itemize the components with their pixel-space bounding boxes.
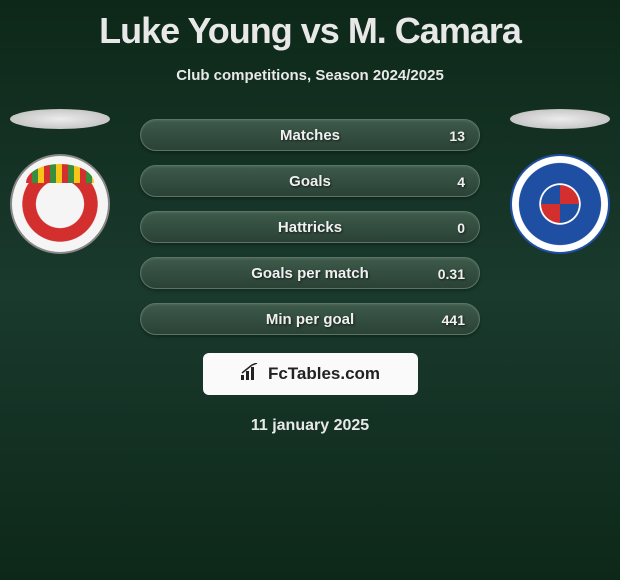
- stat-row-goals-per-match: Goals per match 0.31: [140, 257, 480, 289]
- player-left-silhouette: [10, 109, 110, 129]
- attribution-badge: FcTables.com: [203, 353, 418, 395]
- player-left-slot: [10, 109, 110, 254]
- chart-icon: [240, 363, 262, 386]
- stat-value-right: 0: [457, 212, 465, 244]
- stats-container: Matches 13 Goals 4 Hattricks 0 Goals per…: [140, 119, 480, 335]
- stat-label: Matches: [141, 120, 479, 152]
- stat-label: Min per goal: [141, 304, 479, 336]
- club-badge-left: [10, 154, 110, 254]
- stat-row-goals: Goals 4: [140, 165, 480, 197]
- stat-value-right: 13: [449, 120, 465, 152]
- stat-row-min-per-goal: Min per goal 441: [140, 303, 480, 335]
- stat-label: Goals: [141, 166, 479, 198]
- stat-row-hattricks: Hattricks 0: [140, 211, 480, 243]
- player-right-silhouette: [510, 109, 610, 129]
- club-badge-right: [510, 154, 610, 254]
- stat-value-right: 4: [457, 166, 465, 198]
- comparison-panel: Matches 13 Goals 4 Hattricks 0 Goals per…: [0, 119, 620, 435]
- attribution-text: FcTables.com: [268, 364, 380, 384]
- stat-label: Hattricks: [141, 212, 479, 244]
- player-right-slot: [510, 109, 610, 254]
- stat-row-matches: Matches 13: [140, 119, 480, 151]
- stat-value-right: 441: [442, 304, 465, 336]
- subtitle: Club competitions, Season 2024/2025: [0, 67, 620, 84]
- stat-value-right: 0.31: [438, 258, 465, 290]
- page-title: Luke Young vs M. Camara: [0, 0, 620, 52]
- stat-label: Goals per match: [141, 258, 479, 290]
- date-text: 11 january 2025: [0, 417, 620, 435]
